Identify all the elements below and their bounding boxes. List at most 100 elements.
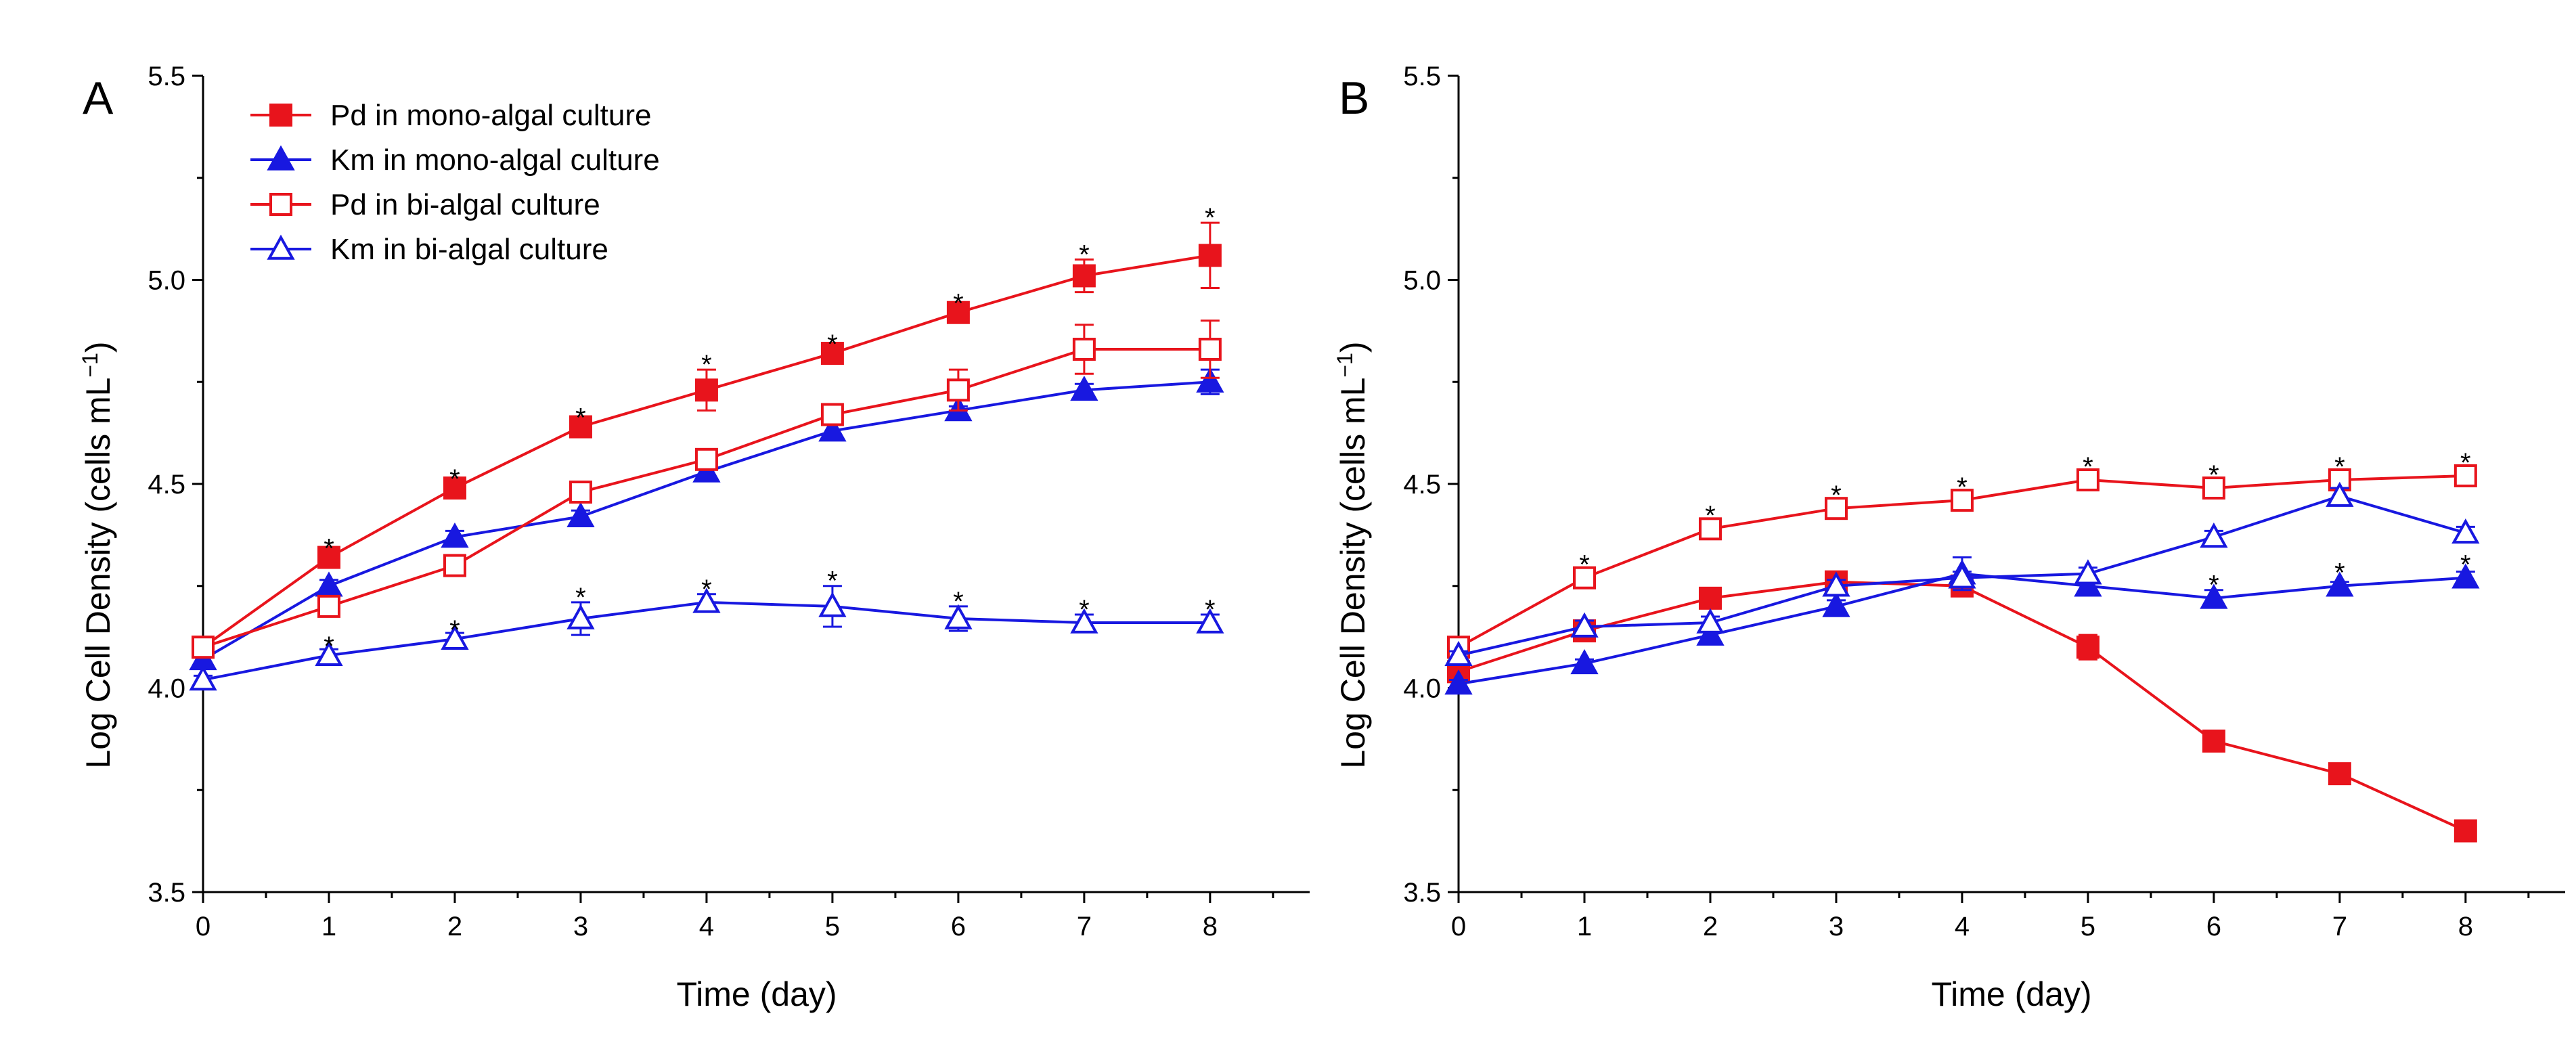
- x-tick-label: 3: [1829, 912, 1844, 941]
- y-tick-label: 3.5: [1403, 878, 1441, 908]
- data-point: [1070, 375, 1098, 401]
- data-point: [2326, 571, 2354, 597]
- data-point: [317, 546, 340, 569]
- data-point: [2451, 563, 2480, 589]
- data-point: [441, 624, 469, 650]
- y-axis-label-end: ): [79, 341, 117, 353]
- y-tick-label: 5.5: [1403, 62, 1441, 91]
- significance-star: *: [827, 567, 838, 596]
- x-tick-label: 4: [699, 912, 714, 941]
- significance-star: *: [2460, 448, 2471, 478]
- data-point: [694, 378, 718, 402]
- y-tick-label: 4.5: [148, 470, 185, 500]
- data-point: [1950, 489, 1974, 512]
- data-point: [2451, 518, 2480, 544]
- significance-star: *: [2460, 550, 2471, 580]
- x-tick-label: 5: [825, 912, 840, 941]
- data-point: [1444, 640, 1473, 667]
- significance-star: *: [953, 289, 964, 319]
- data-point: [1072, 264, 1096, 288]
- data-point: [2076, 636, 2100, 659]
- legend-label: Km in mono-algal culture: [330, 143, 660, 177]
- x-tick-label: 5: [2081, 912, 2095, 941]
- legend-entry: Pd in bi-algal culture: [250, 188, 600, 221]
- axes: 3.5 4.0 4.5 5.0 5.5 0 1 2 3 4 5 6 7 8: [148, 62, 1310, 941]
- data-point: [1822, 571, 1850, 597]
- significance-star: *: [953, 587, 964, 617]
- x-tick-label: 7: [2332, 912, 2347, 941]
- significance-star: *: [1079, 240, 1090, 269]
- y-axis-label-sup: −1: [1333, 353, 1357, 377]
- data-point: [1696, 608, 1725, 634]
- data-point: [820, 403, 844, 426]
- data-point: [946, 378, 970, 402]
- significance-star: *: [1831, 481, 1842, 510]
- data-point: [1196, 608, 1224, 634]
- y-axis-label-main: Log Cell Density (cells mL: [1334, 378, 1372, 769]
- x-tick-label: 1: [321, 912, 336, 941]
- significance-star: *: [575, 403, 586, 432]
- significance-star: *: [449, 615, 460, 645]
- legend-marker: [269, 193, 292, 216]
- data-point: [2202, 729, 2225, 753]
- significance-star: *: [1205, 203, 1216, 233]
- significance-star: *: [1957, 472, 1968, 502]
- y-tick-label: 5.0: [1403, 266, 1441, 296]
- data-point: [2076, 468, 2100, 491]
- significance-star: *: [575, 583, 586, 613]
- data-point: [818, 416, 847, 442]
- significance-star: *: [324, 631, 334, 661]
- x-tick-label: 2: [447, 912, 462, 941]
- data-point: [2453, 819, 2477, 843]
- significance-star: *: [1705, 501, 1716, 531]
- data-point: [1444, 669, 1473, 695]
- data-point: [1698, 517, 1722, 541]
- series-3: [1444, 481, 2480, 667]
- significance-star: *: [2334, 558, 2345, 588]
- x-tick-label: 6: [2206, 912, 2221, 941]
- legend-label: Km in bi-algal culture: [330, 233, 608, 266]
- legend-marker: [267, 234, 295, 260]
- data-point: [944, 604, 973, 629]
- y-tick-label: 5.5: [148, 62, 185, 91]
- significance-star: *: [701, 350, 712, 380]
- data-point: [1070, 608, 1098, 634]
- significance-star: *: [2208, 571, 2219, 600]
- significance-star: *: [2334, 452, 2345, 482]
- significance-star: *: [701, 575, 712, 604]
- panel-a: A Log Cell Density (cells mL−1) Time (da…: [78, 62, 1310, 1013]
- data-point: [818, 592, 847, 617]
- y-axis-title: Log Cell Density (cells mL−1): [1333, 341, 1372, 768]
- y-axis-label-sup: −1: [78, 353, 102, 377]
- data-point: [441, 523, 469, 548]
- data-point: [1698, 586, 1722, 610]
- significance-star: *: [1079, 595, 1090, 625]
- legend-label: Pd in bi-algal culture: [330, 188, 600, 221]
- data-point: [443, 554, 466, 577]
- x-tick-label: 3: [573, 912, 588, 941]
- data-point: [2200, 583, 2228, 609]
- data-point: [569, 481, 592, 504]
- data-point: [820, 342, 844, 365]
- data-point: [946, 301, 970, 324]
- significance-star: *: [449, 464, 460, 494]
- x-tick-label: 8: [1203, 912, 1218, 941]
- data-point: [567, 502, 595, 528]
- y-tick-label: 4.5: [1403, 470, 1441, 500]
- significance-star: *: [324, 533, 334, 563]
- data-point: [1822, 592, 1850, 617]
- data-point: [1696, 620, 1725, 646]
- x-tick-label: 4: [1955, 912, 1970, 941]
- data-point: [1572, 566, 1596, 590]
- data-point: [694, 447, 718, 471]
- x-tick-label: 6: [951, 912, 966, 941]
- x-tick-label: 8: [2458, 912, 2473, 941]
- significance-star: *: [827, 330, 838, 359]
- data-point: [317, 594, 340, 618]
- y-axis-label-main: Log Cell Density (cells mL: [79, 378, 117, 769]
- x-tick-label: 2: [1703, 912, 1718, 941]
- data-point: [2328, 762, 2351, 786]
